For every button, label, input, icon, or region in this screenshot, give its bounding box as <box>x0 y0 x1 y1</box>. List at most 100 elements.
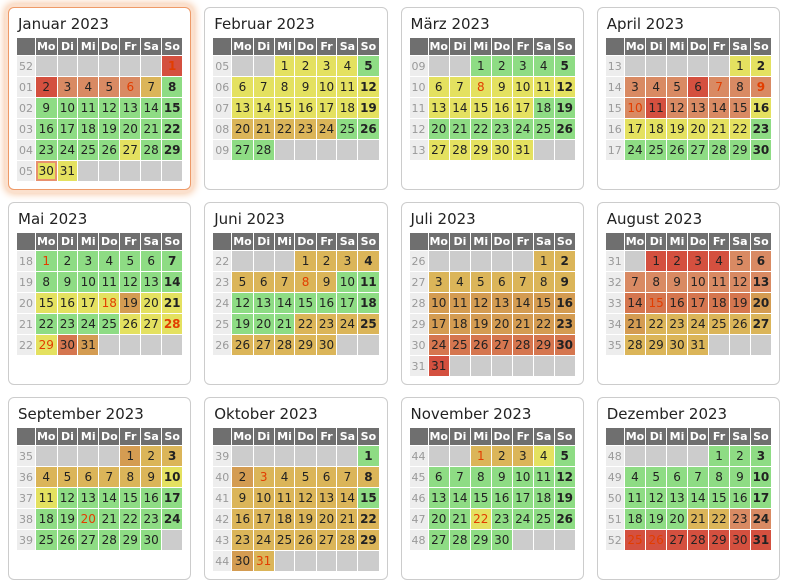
day-cell[interactable]: 17 <box>512 98 533 118</box>
day-cell[interactable]: 3 <box>512 446 533 466</box>
day-cell[interactable]: 3 <box>253 467 274 487</box>
day-cell[interactable]: 2 <box>36 77 57 97</box>
day-cell[interactable]: 4 <box>358 251 379 271</box>
day-cell[interactable]: 27 <box>232 140 253 160</box>
day-cell[interactable]: 18 <box>624 509 646 529</box>
day-cell[interactable]: 30 <box>491 140 512 160</box>
day-cell[interactable]: 19 <box>729 293 750 313</box>
day-cell[interactable]: 27 <box>141 314 162 334</box>
day-cell[interactable]: 16 <box>491 488 512 508</box>
day-cell[interactable]: 18 <box>274 509 295 529</box>
day-cell[interactable]: 30 <box>36 161 57 181</box>
day-cell[interactable]: 8 <box>709 467 729 487</box>
day-cell[interactable]: 3 <box>316 56 337 76</box>
day-cell[interactable]: 17 <box>162 488 183 508</box>
day-cell[interactable]: 23 <box>729 509 750 529</box>
day-cell[interactable]: 14 <box>450 488 470 508</box>
day-cell[interactable]: 18 <box>78 119 99 139</box>
day-cell[interactable]: 8 <box>533 272 554 292</box>
day-cell[interactable]: 23 <box>232 530 253 550</box>
day-cell[interactable]: 13 <box>316 488 337 508</box>
day-cell[interactable]: 28 <box>99 530 120 550</box>
day-cell[interactable]: 10 <box>512 467 533 487</box>
day-cell[interactable]: 30 <box>232 551 253 571</box>
day-cell[interactable]: 5 <box>295 467 316 487</box>
day-cell[interactable]: 14 <box>624 293 646 313</box>
day-cell[interactable]: 11 <box>99 272 120 292</box>
day-cell[interactable]: 4 <box>99 251 120 271</box>
day-cell[interactable]: 21 <box>141 119 162 139</box>
day-cell[interactable]: 21 <box>162 293 183 313</box>
day-cell[interactable]: 30 <box>750 140 771 160</box>
day-cell[interactable]: 3 <box>624 77 646 97</box>
day-cell[interactable]: 25 <box>78 140 99 160</box>
day-cell[interactable]: 8 <box>470 467 491 487</box>
day-cell[interactable]: 9 <box>729 467 750 487</box>
day-cell[interactable]: 19 <box>667 119 687 139</box>
day-cell[interactable]: 10 <box>687 272 709 292</box>
day-cell[interactable]: 31 <box>750 530 771 550</box>
day-cell[interactable]: 24 <box>512 119 533 139</box>
day-cell[interactable]: 25 <box>533 509 554 529</box>
day-cell[interactable]: 29 <box>358 530 379 550</box>
day-cell[interactable]: 5 <box>729 251 750 271</box>
day-cell[interactable]: 30 <box>316 335 337 355</box>
day-cell[interactable]: 31 <box>78 335 99 355</box>
day-cell[interactable]: 26 <box>99 140 120 160</box>
day-cell[interactable]: 8 <box>120 467 141 487</box>
day-cell[interactable]: 10 <box>253 488 274 508</box>
day-cell[interactable]: 24 <box>428 335 449 355</box>
day-cell[interactable]: 20 <box>491 314 512 334</box>
day-cell[interactable]: 19 <box>554 98 575 118</box>
day-cell[interactable]: 19 <box>120 293 141 313</box>
day-cell[interactable]: 6 <box>687 77 709 97</box>
day-cell[interactable]: 27 <box>120 140 141 160</box>
day-cell[interactable]: 26 <box>646 530 667 550</box>
day-cell[interactable]: 14 <box>162 272 183 292</box>
day-cell[interactable]: 22 <box>36 314 57 334</box>
day-cell[interactable]: 20 <box>687 119 709 139</box>
day-cell[interactable]: 12 <box>554 77 575 97</box>
day-cell[interactable]: 13 <box>750 272 771 292</box>
day-cell[interactable]: 15 <box>295 293 316 313</box>
day-cell[interactable]: 11 <box>450 293 470 313</box>
day-cell[interactable]: 18 <box>337 98 358 118</box>
day-cell[interactable]: 20 <box>750 293 771 313</box>
day-cell[interactable]: 17 <box>78 293 99 313</box>
day-cell[interactable]: 22 <box>646 314 667 334</box>
day-cell[interactable]: 29 <box>729 140 750 160</box>
day-cell[interactable]: 21 <box>450 509 470 529</box>
day-cell[interactable]: 13 <box>232 98 253 118</box>
day-cell[interactable]: 22 <box>470 509 491 529</box>
day-cell[interactable]: 2 <box>554 251 575 271</box>
day-cell[interactable]: 31 <box>57 161 78 181</box>
day-cell[interactable]: 28 <box>274 335 295 355</box>
day-cell[interactable]: 15 <box>36 293 57 313</box>
day-cell[interactable]: 26 <box>554 119 575 139</box>
day-cell[interactable]: 12 <box>729 272 750 292</box>
day-cell[interactable]: 3 <box>78 251 99 271</box>
day-cell[interactable]: 14 <box>337 488 358 508</box>
day-cell[interactable]: 10 <box>78 272 99 292</box>
day-cell[interactable]: 17 <box>687 293 709 313</box>
day-cell[interactable]: 19 <box>646 509 667 529</box>
day-cell[interactable]: 24 <box>162 509 183 529</box>
day-cell[interactable]: 27 <box>491 335 512 355</box>
day-cell[interactable]: 12 <box>554 467 575 487</box>
day-cell[interactable]: 26 <box>667 140 687 160</box>
day-cell[interactable]: 19 <box>295 509 316 529</box>
day-cell[interactable]: 7 <box>337 467 358 487</box>
day-cell[interactable]: 22 <box>162 119 183 139</box>
day-cell[interactable]: 2 <box>57 251 78 271</box>
day-cell[interactable]: 1 <box>470 446 491 466</box>
day-cell[interactable]: 17 <box>428 314 449 334</box>
day-cell[interactable]: 18 <box>533 98 554 118</box>
day-cell[interactable]: 24 <box>337 314 358 334</box>
day-cell[interactable]: 9 <box>750 77 771 97</box>
day-cell[interactable]: 4 <box>624 467 646 487</box>
day-cell[interactable]: 28 <box>624 335 646 355</box>
day-cell[interactable]: 7 <box>687 467 709 487</box>
day-cell[interactable]: 7 <box>450 77 470 97</box>
day-cell[interactable]: 1 <box>274 56 295 76</box>
day-cell[interactable]: 17 <box>337 293 358 313</box>
